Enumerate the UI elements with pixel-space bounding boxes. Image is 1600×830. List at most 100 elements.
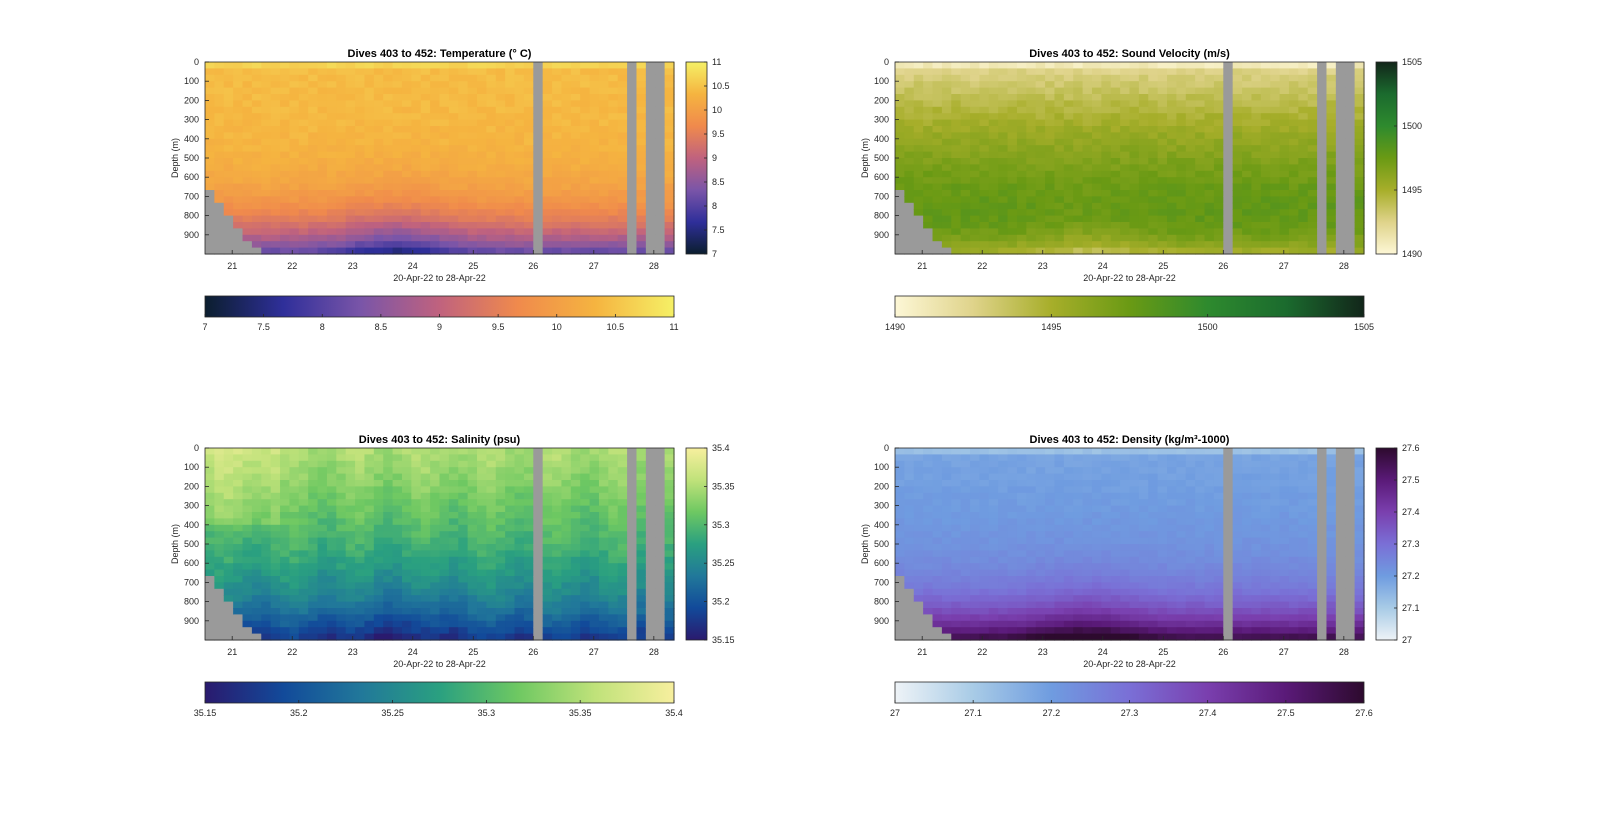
heatmap-cell: [233, 467, 244, 475]
heatmap-cell: [533, 190, 544, 197]
heatmap-cell: [923, 614, 934, 622]
heatmap-cell: [895, 595, 905, 603]
heatmap-cell: [401, 151, 412, 159]
heatmap-cell: [570, 241, 581, 249]
heatmap-cell: [1063, 241, 1074, 249]
heatmap-cell: [1054, 145, 1065, 153]
heatmap-cell: [636, 68, 647, 76]
heatmap-cell: [223, 512, 234, 519]
heatmap-cell: [552, 633, 563, 641]
heatmap-cell: [533, 113, 544, 121]
heatmap-cell: [373, 215, 384, 223]
heatmap-cell: [345, 196, 356, 204]
heatmap-cell: [960, 190, 971, 197]
heatmap-cell: [1045, 68, 1056, 76]
heatmap-cell: [458, 588, 469, 596]
heatmap-cell: [533, 448, 544, 455]
heatmap-cell: [1167, 183, 1177, 191]
heatmap-cell: [467, 531, 478, 539]
heatmap-cell: [1242, 145, 1253, 153]
heatmap-cell: [448, 448, 459, 455]
heatmap-cell: [383, 209, 394, 217]
heatmap-cell: [467, 202, 478, 210]
heatmap-cell: [1288, 190, 1299, 197]
heatmap-cell: [205, 190, 215, 197]
heatmap-cell: [1345, 132, 1356, 140]
heatmap-cell: [411, 595, 422, 603]
heatmap-cell: [1335, 100, 1346, 108]
heatmap-cell: [477, 486, 487, 494]
heatmap-cell: [552, 467, 563, 475]
heatmap-cell: [1101, 145, 1112, 153]
heatmap-cell: [913, 196, 924, 204]
heatmap-cell: [214, 81, 225, 89]
heatmap-cell: [1326, 62, 1337, 69]
heatmap-cell: [904, 177, 915, 185]
heatmap-cell: [923, 190, 934, 197]
heatmap-cell: [941, 480, 952, 487]
heatmap-cell: [1317, 215, 1328, 223]
heatmap-cell: [970, 151, 981, 159]
heatmap-cell: [561, 247, 572, 255]
heatmap-cell: [1213, 81, 1224, 89]
heatmap-cell: [233, 190, 244, 197]
heatmap-cell: [627, 209, 638, 217]
heatmap-cell: [458, 106, 469, 114]
heatmap-cell: [401, 473, 412, 481]
heatmap-cell: [214, 531, 225, 539]
heatmap-cell: [1251, 119, 1262, 127]
colorbar-tick-label: 8.5: [712, 177, 725, 187]
heatmap-cell: [1120, 222, 1131, 229]
heatmap-cell: [439, 113, 450, 121]
heatmap-cell: [923, 177, 934, 185]
heatmap-cell: [401, 633, 412, 641]
heatmap-cell: [233, 563, 244, 571]
heatmap-cell: [580, 563, 591, 571]
heatmap-cell: [280, 177, 291, 185]
heatmap-cell: [317, 460, 328, 468]
heatmap-cell: [317, 100, 328, 108]
heatmap-cell: [345, 563, 356, 571]
heatmap-cell: [1073, 119, 1084, 127]
heatmap-cell: [373, 492, 384, 500]
heatmap-cell: [1073, 209, 1084, 217]
heatmap-cell: [655, 537, 666, 545]
heatmap-cell: [904, 190, 915, 197]
heatmap-cell: [988, 68, 999, 76]
heatmap-cell: [1242, 234, 1253, 242]
heatmap-cell: [552, 582, 563, 590]
heatmap-cell: [401, 209, 412, 217]
heatmap-cell: [1063, 209, 1074, 217]
heatmap-cell: [205, 486, 215, 494]
heatmap-cell: [1148, 132, 1159, 140]
heatmap-cell: [655, 620, 666, 628]
heatmap-cell: [233, 177, 244, 185]
heatmap-cell: [617, 614, 628, 622]
heatmap-cell: [298, 524, 309, 532]
heatmap-cell: [655, 460, 666, 468]
heatmap-cell: [261, 512, 272, 519]
heatmap-cell: [1213, 222, 1224, 229]
heatmap-cell: [1035, 177, 1046, 185]
heatmap-cell: [655, 582, 666, 590]
heatmap-cell: [523, 132, 534, 140]
heatmap-cell: [979, 190, 990, 197]
heatmap-cell: [486, 234, 497, 242]
heatmap-cell: [608, 87, 619, 95]
x-tick-label: 23: [348, 647, 358, 657]
heatmap-cell: [1138, 222, 1149, 229]
heatmap-cell: [411, 190, 422, 197]
heatmap-cell: [308, 106, 319, 114]
heatmap-cell: [355, 556, 366, 564]
heatmap-cell: [251, 68, 262, 76]
heatmap-cell: [627, 505, 638, 513]
heatmap-cell: [280, 209, 291, 217]
heatmap-cell: [326, 119, 337, 127]
heatmap-cell: [317, 132, 328, 140]
heatmap-cell: [636, 196, 647, 204]
heatmap-cell: [1317, 138, 1328, 146]
heatmap-cell: [298, 94, 309, 101]
heatmap-cell: [420, 608, 431, 615]
heatmap-cell: [542, 524, 553, 532]
heatmap-cell: [458, 512, 469, 519]
